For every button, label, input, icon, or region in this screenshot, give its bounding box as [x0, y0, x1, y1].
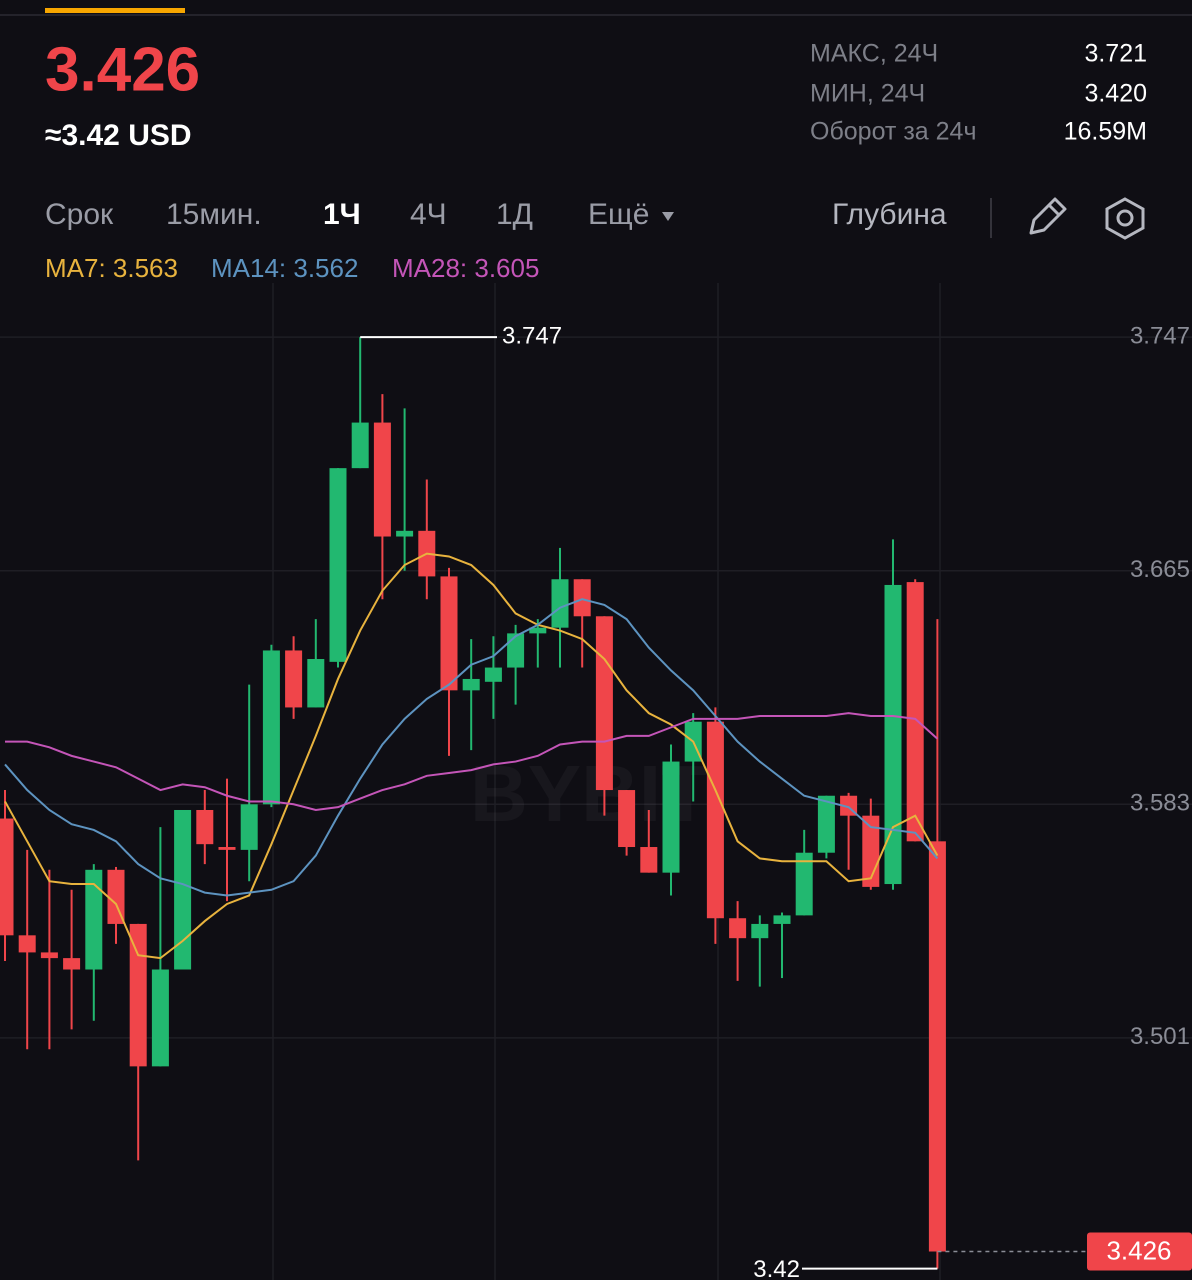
- candle-body: [351, 422, 369, 469]
- candle-body: [906, 582, 924, 842]
- settings-icon[interactable]: [1105, 197, 1145, 240]
- candle-body: [729, 918, 747, 939]
- ma-line: [5, 712, 939, 812]
- dropdown-arrow: [662, 212, 674, 221]
- y-tick-label: 3.501: [1130, 1023, 1190, 1050]
- ma-legend-item: MA28: 3.605: [392, 253, 539, 283]
- timeframe-tab[interactable]: Ещё: [588, 198, 649, 231]
- candle-body: [40, 952, 58, 959]
- ma-legend-item: MA14: 3.562: [211, 253, 358, 283]
- candle-body: [18, 935, 36, 953]
- ma-legend: MA7: 3.563 MA14: 3.562 MA28: 3.605: [45, 253, 539, 283]
- candle-body: [618, 790, 636, 848]
- candle-body: [662, 761, 680, 873]
- candle-body: [928, 841, 946, 1252]
- ma-line: [4, 598, 939, 897]
- candle-body: [0, 818, 14, 936]
- high-label: 3.747: [502, 322, 562, 349]
- candle-body: [329, 468, 347, 662]
- candle-body: [85, 869, 103, 970]
- stat-value: 3.420: [1084, 80, 1147, 108]
- y-tick-label: 3.665: [1130, 556, 1190, 583]
- timeframe-tab[interactable]: 1Д: [496, 198, 533, 231]
- timeframe-tabs: Срок 15мин. 1Ч 4Ч 1Д Ещё: [45, 198, 674, 231]
- candle-body: [196, 809, 214, 845]
- candle-body: [884, 584, 902, 885]
- depth-tab[interactable]: Глубина: [832, 198, 947, 231]
- timeframe-tab[interactable]: 1Ч: [323, 198, 361, 231]
- candle-body: [484, 667, 502, 682]
- candle-body: [107, 869, 125, 924]
- candle-body: [218, 847, 236, 850]
- timeframe-tab[interactable]: 4Ч: [410, 198, 447, 231]
- candle-body: [240, 804, 258, 850]
- candle-body: [129, 923, 147, 1067]
- last-price: 3.426: [45, 35, 200, 104]
- candle-body: [595, 616, 613, 791]
- candle-body: [396, 530, 414, 537]
- candle-body: [373, 422, 391, 537]
- candle-body: [440, 576, 458, 691]
- stat-label: МАКС, 24Ч: [810, 40, 938, 68]
- candle-body: [817, 795, 835, 853]
- candle-body: [262, 650, 280, 805]
- last-price-label: 3.426: [1106, 1235, 1171, 1265]
- stat-label: МИН, 24Ч: [810, 80, 925, 108]
- candle-body: [795, 852, 813, 916]
- candle-body: [573, 579, 591, 617]
- candle-body: [462, 678, 480, 691]
- candle-body: [63, 958, 81, 970]
- stat-value: 3.721: [1084, 40, 1147, 68]
- tab-indicator: [45, 8, 185, 13]
- stat-label: Оборот за 24ч: [810, 118, 976, 146]
- y-tick-label: 3.747: [1130, 322, 1190, 349]
- candle-body: [640, 847, 658, 873]
- candle-body: [551, 579, 569, 628]
- timeframe-tab: Срок: [45, 198, 114, 231]
- candle-body: [307, 659, 325, 708]
- pencil-icon[interactable]: [1029, 197, 1067, 235]
- candle-body: [706, 721, 724, 919]
- stat-value: 16.59M: [1064, 118, 1147, 146]
- candle-body: [751, 923, 769, 939]
- low-label: 3.42: [753, 1256, 800, 1280]
- candle-body: [773, 915, 791, 924]
- timeframe-tab[interactable]: 15мин.: [166, 198, 262, 231]
- last-price-box: [1087, 1232, 1192, 1271]
- ma-line: [4, 552, 939, 960]
- ma-legend-item: MA7: 3.563: [45, 253, 178, 283]
- usd-price: ≈3.42 USD: [45, 119, 192, 152]
- candle-body: [529, 627, 547, 634]
- stats: МАКС, 24Ч 3.721 МИН, 24Ч 3.420 Оборот за 24ч…: [810, 40, 1147, 146]
- candle-body: [507, 633, 525, 668]
- y-tick-label: 3.583: [1130, 790, 1190, 817]
- candle-body: [174, 809, 192, 970]
- candle-body: [151, 969, 169, 1067]
- candle-body: [285, 650, 303, 708]
